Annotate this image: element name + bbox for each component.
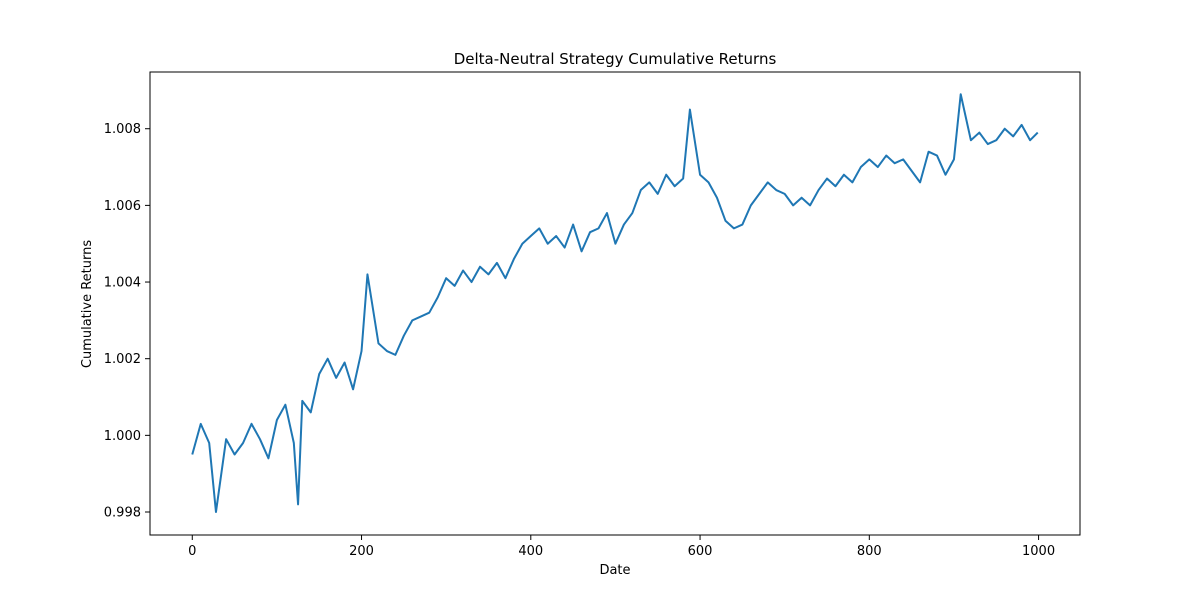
x-tick-label: 400 bbox=[518, 544, 543, 559]
y-tick-label: 1.006 bbox=[104, 199, 141, 214]
chart-title: Delta-Neutral Strategy Cumulative Return… bbox=[454, 50, 777, 68]
y-tick-label: 1.002 bbox=[104, 352, 141, 367]
y-tick-label: 1.008 bbox=[104, 122, 141, 137]
y-tick-label: 1.000 bbox=[104, 429, 141, 444]
plot-frame bbox=[149, 71, 1081, 536]
x-axis-label: Date bbox=[599, 563, 630, 578]
x-tick-label: 200 bbox=[349, 544, 374, 559]
y-tick-label: 1.004 bbox=[104, 276, 141, 291]
x-tick-label: 800 bbox=[857, 544, 882, 559]
line bbox=[191, 93, 1039, 513]
x-tick-label: 0 bbox=[188, 544, 196, 559]
x-tick-label: 600 bbox=[688, 544, 713, 559]
y-tick-label: 0.998 bbox=[104, 506, 141, 521]
y-axis-label: Cumulative Returns bbox=[80, 240, 95, 368]
x-tick-label: 1000 bbox=[1022, 544, 1055, 559]
